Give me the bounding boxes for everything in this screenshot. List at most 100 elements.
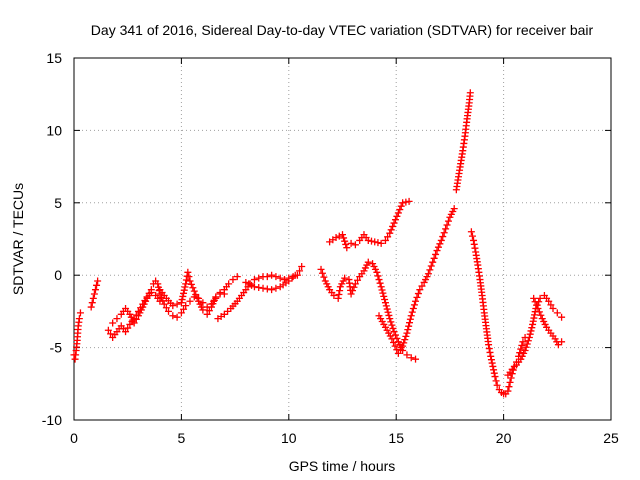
data-point (268, 271, 276, 279)
data-point (90, 290, 98, 298)
data-point (491, 373, 499, 381)
data-point (468, 232, 476, 240)
data-point (527, 327, 535, 335)
data-point (536, 294, 544, 302)
data-point (354, 276, 362, 284)
data-point (199, 306, 207, 314)
data-point (528, 324, 536, 332)
data-point (377, 239, 385, 247)
data-point (388, 321, 396, 329)
data-point (207, 303, 215, 311)
data-point (404, 326, 412, 334)
data-point (177, 299, 185, 307)
data-point (173, 313, 181, 321)
data-point (190, 287, 198, 295)
data-point (130, 319, 138, 327)
series-s1-lower (109, 289, 164, 327)
data-point (374, 272, 382, 280)
data-point (210, 296, 218, 304)
data-point (399, 342, 407, 350)
data-point (180, 305, 188, 313)
data-point (320, 273, 328, 281)
data-point (406, 315, 414, 323)
data-point (75, 315, 83, 323)
data-point (182, 302, 190, 310)
data-point (367, 237, 375, 245)
data-point (505, 383, 513, 391)
data-point (334, 294, 342, 302)
data-point (375, 276, 383, 284)
data-point (426, 266, 434, 274)
data-point (186, 297, 194, 305)
data-point (523, 340, 531, 348)
data-point (173, 300, 181, 308)
data-point (471, 244, 479, 252)
series-s5 (317, 258, 420, 363)
series-s7 (375, 205, 458, 357)
data-point (466, 89, 474, 97)
data-point (250, 276, 258, 284)
data-point (440, 229, 448, 237)
data-point (549, 305, 557, 313)
data-point (490, 366, 498, 374)
data-point (391, 342, 399, 350)
data-point (390, 339, 398, 347)
data-point (537, 311, 545, 319)
series-s3 (214, 271, 301, 323)
data-point (383, 305, 391, 313)
data-point (394, 349, 402, 357)
data-point (414, 290, 422, 298)
series-s4 (242, 263, 306, 294)
data-point (189, 284, 197, 292)
data-point (107, 330, 115, 338)
data-point (518, 341, 526, 349)
data-point (220, 290, 228, 298)
data-point (409, 305, 417, 313)
data-point (492, 377, 500, 385)
series-s6 (326, 197, 413, 252)
data-point (193, 294, 201, 302)
series-s8 (452, 89, 474, 194)
data-point (88, 299, 96, 307)
data-point (186, 277, 194, 285)
data-point (336, 287, 344, 295)
data-point (89, 294, 97, 302)
data-point (519, 338, 527, 346)
data-point (547, 301, 555, 309)
series-early-b (87, 277, 102, 311)
data-point (534, 305, 542, 313)
data-point (225, 280, 233, 288)
data-point (281, 276, 289, 284)
data-point (493, 381, 501, 389)
data-point (558, 313, 566, 321)
data-point (389, 222, 397, 230)
data-point (391, 331, 399, 339)
data-point (379, 289, 387, 297)
data-point (342, 240, 350, 248)
data-point (467, 228, 475, 236)
data-point (259, 284, 267, 292)
data-point (296, 267, 304, 275)
data-point (405, 322, 413, 330)
data-point (272, 284, 280, 292)
data-point (432, 250, 440, 258)
data-point (400, 339, 408, 347)
data-point (340, 234, 348, 242)
x-tick-label: 5 (178, 430, 186, 446)
data-point (517, 345, 525, 353)
data-point (347, 239, 355, 247)
data-point (364, 258, 372, 266)
data-point (371, 238, 379, 246)
data-point (412, 297, 420, 305)
data-point (373, 268, 381, 276)
data-point (486, 348, 494, 356)
data-point (216, 289, 224, 297)
data-point (335, 232, 343, 240)
data-point (169, 312, 177, 320)
data-point (162, 304, 170, 312)
data-point (387, 318, 395, 326)
data-point (330, 291, 338, 299)
data-point (124, 324, 132, 332)
series-s2 (156, 268, 228, 318)
series-s9 (467, 228, 529, 398)
